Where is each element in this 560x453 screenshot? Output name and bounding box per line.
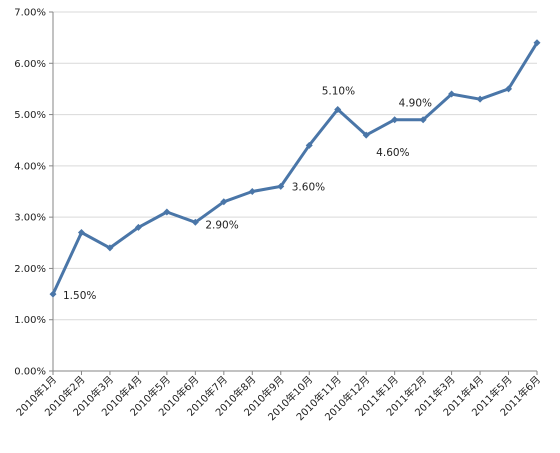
- gridlines: [53, 11, 537, 321]
- data-point: [419, 116, 427, 124]
- y-tick-label: 6.00%: [14, 59, 46, 70]
- data-point: [362, 131, 370, 139]
- y-tick-label: 1.00%: [14, 315, 46, 326]
- data-point: [134, 223, 142, 231]
- series-line: [51, 41, 539, 296]
- data-point: [191, 218, 199, 226]
- data-point: [391, 116, 399, 124]
- y-tick-label: 0.00%: [14, 367, 46, 378]
- data-point: [334, 105, 342, 113]
- data-label: 1.50%: [63, 290, 96, 302]
- y-tick-label: 2.00%: [14, 264, 46, 275]
- data-point: [220, 198, 228, 206]
- data-label: 4.60%: [376, 147, 409, 159]
- y-tick-label: 5.00%: [14, 110, 46, 121]
- data-labels: 1.50% 2.90% 3.60% 5.10% 4.60% 4.90%: [63, 85, 432, 302]
- data-label: 3.60%: [292, 181, 325, 193]
- y-tick-labels: 0.00% 1.00% 2.00% 3.00% 4.00% 5.00% 6.00% 7.00%: [14, 8, 46, 378]
- data-point: [248, 188, 256, 195]
- data-label: 5.10%: [322, 85, 355, 97]
- data-label: 2.90%: [205, 219, 238, 231]
- series-group: [49, 39, 541, 298]
- data-point: [106, 244, 114, 252]
- data-point: [533, 39, 541, 47]
- data-point: [49, 290, 57, 298]
- data-point: [505, 85, 513, 93]
- data-label: 4.90%: [399, 98, 432, 110]
- data-point: [277, 182, 285, 190]
- y-tick-label: 3.00%: [14, 213, 46, 224]
- data-point: [163, 208, 171, 216]
- axes: [49, 11, 538, 375]
- y-tick-label: 7.00%: [14, 8, 46, 19]
- x-tick-labels: 2010年1月2010年2月2010年3月2010年4月2010年5月2010年…: [13, 373, 543, 423]
- data-point: [448, 90, 456, 98]
- data-point: [77, 229, 85, 237]
- y-tick-label: 4.00%: [14, 161, 46, 172]
- data-point: [305, 141, 313, 149]
- data-point: [476, 95, 484, 103]
